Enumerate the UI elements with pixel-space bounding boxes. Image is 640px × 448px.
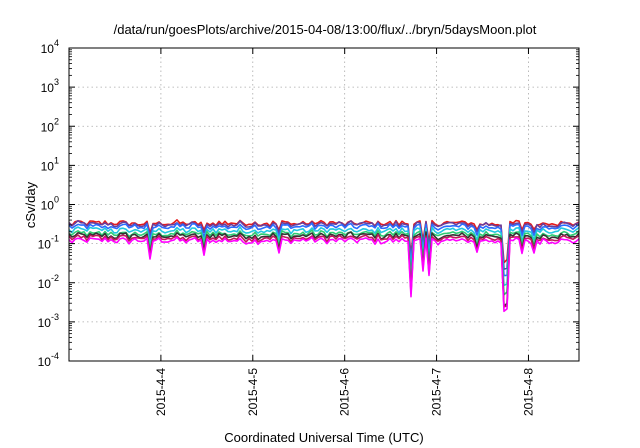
y-tick-exponent: -4	[51, 351, 59, 361]
x-tick-label: 2015-4-7	[430, 368, 444, 416]
y-tick-label: 10-4	[38, 351, 59, 369]
y-tick-base: 10	[41, 120, 55, 134]
y-tick-exponent: 4	[54, 38, 59, 48]
series-line	[68, 219, 580, 271]
series-line	[68, 231, 580, 308]
y-tick-base: 10	[38, 316, 52, 330]
grid	[69, 48, 579, 361]
y-tick-base: 10	[38, 238, 52, 252]
y-axis-label: cSv/day	[23, 181, 38, 228]
y-tick-base: 10	[41, 42, 55, 56]
y-tick-exponent: -2	[51, 273, 59, 283]
y-tick-base: 10	[41, 81, 55, 95]
series-layer	[68, 219, 580, 313]
y-tick-label: 102	[41, 116, 59, 134]
y-tick-base: 10	[41, 199, 55, 213]
y-tick-base: 10	[41, 159, 55, 173]
y-tick-label: 10-2	[38, 273, 59, 291]
y-tick-exponent: 0	[54, 195, 59, 205]
x-tick-label: 2015-4-6	[338, 368, 352, 416]
y-tick-base: 10	[38, 355, 52, 369]
y-tick-label: 104	[41, 38, 59, 56]
x-tick-label: 2015-4-8	[521, 368, 535, 416]
series-line	[68, 219, 580, 264]
x-tick-label: 2015-4-4	[154, 368, 168, 416]
y-tick-label: 103	[41, 77, 59, 95]
y-tick-label: 10-3	[38, 312, 59, 330]
series-line	[68, 236, 580, 313]
series-line	[68, 226, 580, 287]
y-tick-exponent: -1	[51, 234, 59, 244]
y-tick-exponent: -3	[51, 312, 59, 322]
series-line	[68, 222, 580, 277]
x-axis-label: Coordinated Universal Time (UTC)	[224, 430, 423, 445]
x-tick-label: 2015-4-5	[246, 368, 260, 416]
series-line	[68, 229, 580, 296]
y-tick-label: 10-1	[38, 234, 59, 252]
y-tick-exponent: 1	[54, 155, 59, 165]
series-line	[68, 233, 580, 308]
y-tick-base: 10	[38, 277, 52, 291]
chart-title: /data/run/goesPlots/archive/2015-04-08/1…	[114, 22, 537, 37]
y-tick-label: 101	[41, 155, 59, 173]
y-tick-exponent: 2	[54, 116, 59, 126]
y-tick-label: 100	[41, 195, 59, 213]
y-tick-exponent: 3	[54, 77, 59, 87]
